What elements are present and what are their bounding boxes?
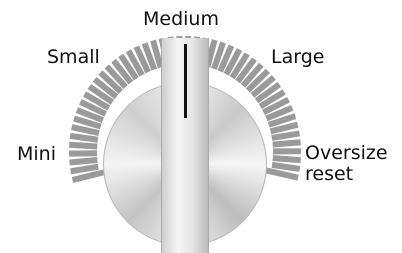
label-oversize[interactable]: Oversize reset: [305, 143, 395, 185]
label-small[interactable]: Small: [47, 47, 100, 68]
tick: [272, 165, 300, 169]
label-medium[interactable]: Medium: [143, 9, 219, 30]
tick: [273, 158, 301, 160]
tick: [71, 167, 99, 172]
tick: [272, 133, 300, 137]
label-large[interactable]: Large: [271, 47, 324, 68]
knob-pointer: [184, 44, 187, 118]
tick: [273, 142, 301, 144]
tick: [69, 160, 97, 163]
tick: [72, 127, 99, 133]
size-control: Medium Small Large Mini Oversize reset: [0, 0, 402, 253]
tick: [69, 145, 97, 147]
label-mini[interactable]: Mini: [17, 144, 56, 165]
tick: [70, 136, 98, 140]
